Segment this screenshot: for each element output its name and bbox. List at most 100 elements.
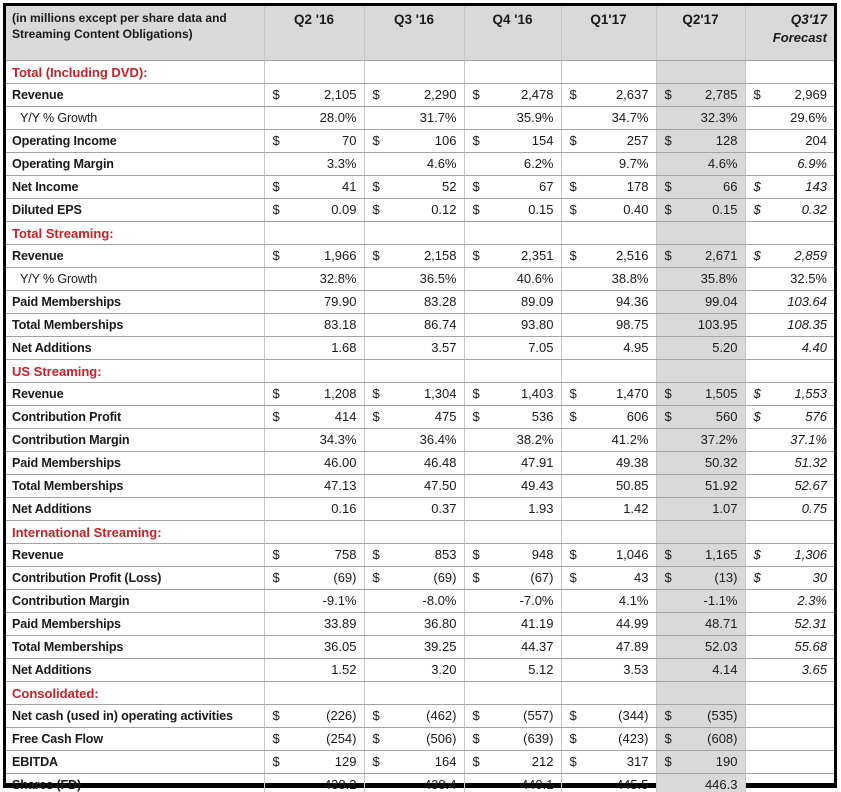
section-title: Consolidated:: [6, 681, 265, 705]
cell-content: $52: [366, 177, 463, 197]
cell-value: 4.95: [623, 340, 649, 355]
cell-value: 36.05: [323, 639, 357, 654]
value-cell: -1.1%: [656, 589, 746, 613]
column-header-q316: Q3 '16: [364, 6, 465, 61]
value-cell: $1,966: [264, 244, 365, 268]
column-header-q117: Q1'17: [561, 6, 657, 61]
cell-value: 36.80: [423, 616, 457, 631]
cell-content: $414: [266, 407, 363, 427]
dollar-sign: $: [472, 547, 480, 562]
cell-value: 758: [334, 547, 357, 562]
column-header-q416: Q4 '16: [464, 6, 562, 61]
value-cell: 36.05: [264, 635, 365, 659]
dollar-sign: $: [372, 570, 380, 585]
table-row: Net Additions 0.16 0.37 1.93 1.42 1.07 0.75: [6, 497, 834, 521]
cell-content: 36.5%: [366, 269, 463, 289]
value-cell: 52.67: [745, 474, 834, 498]
value-cell: $1,505: [656, 382, 746, 406]
cell-content: $ (226): [266, 706, 363, 726]
dollar-sign: $: [664, 386, 672, 401]
cell-content: 0.16: [266, 499, 363, 519]
cell-content: $41: [266, 177, 363, 197]
cell-value: 5.12: [528, 662, 554, 677]
cell-content: 49.43: [466, 476, 560, 496]
table-row: Net cash (used in) operating activities $…: [6, 704, 834, 728]
cell-value: 29.6%: [790, 110, 827, 125]
value-cell: $212: [464, 750, 562, 774]
cell-value: 445.5: [615, 777, 649, 792]
cell-content: $2,290: [366, 85, 463, 105]
value-cell: 51.32: [745, 451, 834, 475]
dollar-sign: $: [372, 708, 380, 723]
cell-content: 2.3%: [747, 591, 834, 611]
value-cell: 7.05: [464, 336, 562, 360]
dollar-sign: $: [569, 248, 577, 263]
dollar-sign: $: [472, 409, 480, 424]
cell-value: 37.2%: [700, 432, 738, 447]
value-cell: $0.09: [264, 198, 365, 222]
cell-content: $ (557): [466, 706, 560, 726]
cell-content: $106: [366, 131, 463, 151]
dollar-sign: $: [664, 731, 672, 746]
column-header-label: Q1'17: [590, 12, 627, 27]
cell-value: 89.09: [520, 294, 554, 309]
value-cell: 440.1: [464, 773, 562, 792]
dollar-sign: $: [272, 731, 280, 746]
dollar-sign: $: [372, 248, 380, 263]
cell-content: $ (69): [266, 568, 363, 588]
value-cell: $143: [745, 175, 834, 199]
table-body: Total (Including DVD): Revenue $2,105 $2,29…: [6, 60, 834, 792]
cell-value: 47.89: [615, 639, 649, 654]
cell-value: (254): [326, 731, 357, 746]
value-cell: $853: [364, 543, 465, 567]
value-cell: $2,478: [464, 83, 562, 107]
cell-content: 4.40: [747, 338, 834, 358]
cell-value: 2,158: [423, 248, 457, 263]
value-cell: $2,671: [656, 244, 746, 268]
empty-cell: [264, 520, 365, 544]
table-row: Operating Margin 3.3% 4.6% 6.2% 9.7% 4.6% 6.9%: [6, 152, 834, 176]
section-header-row: International Streaming:: [6, 520, 834, 544]
value-cell: $67: [464, 175, 562, 199]
table-row: Y/Y % Growth 32.8% 36.5% 40.6% 38.8% 35.8% 32.…: [6, 267, 834, 291]
cell-value: 414: [334, 409, 357, 424]
value-cell: $129: [264, 750, 365, 774]
value-cell: -8.0%: [364, 589, 465, 613]
cell-content: 50.32: [658, 453, 744, 473]
cell-value: 317: [626, 754, 649, 769]
row-label: Y/Y % Growth: [6, 267, 265, 291]
cell-value: 41.19: [520, 616, 554, 631]
cell-content: 4.95: [563, 338, 655, 358]
value-cell: 83.28: [364, 290, 465, 314]
cell-value: 0.16: [331, 501, 357, 516]
table-head: (in millions except per share data and St…: [6, 6, 834, 61]
value-cell: 47.50: [364, 474, 465, 498]
value-cell: 36.5%: [364, 267, 465, 291]
cell-content: -1.1%: [658, 591, 744, 611]
dollar-sign: $: [372, 409, 380, 424]
cell-content: $30: [747, 568, 834, 588]
cell-value: 38.8%: [611, 271, 649, 286]
dollar-sign: $: [664, 570, 672, 585]
empty-cell: [656, 221, 746, 245]
value-cell: $576: [745, 405, 834, 429]
cell-value: 4.40: [801, 340, 827, 355]
dollar-sign: $: [272, 386, 280, 401]
cell-value: 47.91: [520, 455, 554, 470]
cell-content: 204: [747, 131, 834, 151]
cell-content: $67: [466, 177, 560, 197]
value-cell: $1,553: [745, 382, 834, 406]
dollar-sign: $: [372, 179, 380, 194]
value-cell: $ (608): [656, 727, 746, 751]
table-row: Contribution Profit $414 $475 $536 $606 $560 $…: [6, 405, 834, 429]
cell-value: (557): [523, 708, 554, 723]
section-header-row: Consolidated:: [6, 681, 834, 705]
cell-value: 67: [539, 179, 554, 194]
empty-cell: [745, 359, 834, 383]
cell-content: 440.1: [466, 775, 560, 792]
dollar-sign: $: [664, 409, 672, 424]
cell-content: $257: [563, 131, 655, 151]
value-cell: 108.35: [745, 313, 834, 337]
row-label: Net Additions: [6, 658, 265, 682]
cell-value: 1,046: [615, 547, 649, 562]
